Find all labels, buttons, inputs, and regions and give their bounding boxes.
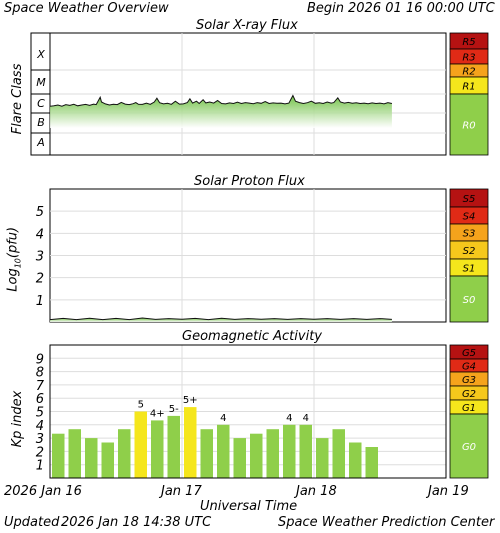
credit: Space Weather Prediction Center (278, 515, 495, 530)
kp-bar-label-8: 5+ (183, 395, 198, 406)
kp-bar-9 (200, 429, 213, 478)
kp-bar-11 (233, 438, 246, 478)
kp-bar-label-6: 4+ (150, 408, 165, 419)
kp-scale-label-g1: G1 (462, 403, 476, 414)
proton-scale-s0 (449, 275, 489, 323)
kp-ytick-4: 4 (36, 419, 44, 434)
kp-bar-2 (85, 438, 98, 478)
kp-frame-outline (49, 344, 447, 479)
kp-scale-label-g2: G2 (462, 389, 476, 400)
proton-scale-label-s3: S3 (463, 229, 476, 240)
kp-ytick-2: 2 (36, 445, 44, 460)
xray-class-label-m: M (36, 76, 46, 89)
kp-bar-18 (349, 442, 362, 478)
kp-bar-14 (283, 424, 296, 478)
kp-ytick-8: 8 (36, 366, 44, 381)
kp-bar-5 (134, 411, 147, 478)
kp-bar-17 (332, 429, 345, 478)
xray-scale-label-r2: R2 (462, 67, 475, 78)
kp-bar-label-5: 5 (138, 400, 144, 411)
kp-scale-label-g5: G5 (462, 348, 476, 359)
proton-scale-label-s2: S2 (463, 246, 476, 257)
proton-ytick-3: 3 (36, 250, 44, 265)
proton-ytick-4: 4 (36, 227, 44, 242)
xray-flux-area (50, 95, 392, 128)
proton-scale-label-s5: S5 (463, 194, 476, 205)
kp-bar-6 (151, 420, 164, 478)
page-title: Space Weather Overview (4, 1, 169, 16)
updated-label: Updated (4, 515, 60, 530)
kp-bar-15 (299, 424, 312, 478)
xray-class-label-a: A (36, 136, 45, 149)
kp-scale-g0 (449, 413, 489, 479)
xray-scale-label-r5: R5 (462, 37, 475, 48)
kp-bar-1 (68, 429, 81, 478)
kp-bar-7 (167, 415, 180, 478)
xray-scale-label-r3: R3 (462, 53, 475, 64)
time-tick-0: 2026 Jan 16 (4, 484, 82, 499)
proton-scale-label-s0: S0 (463, 295, 476, 306)
proton-ytick-5: 5 (36, 205, 44, 220)
kp-ytick-6: 6 (36, 392, 44, 407)
time-axis-label: Universal Time (200, 499, 298, 514)
kp-ytick-3: 3 (36, 432, 44, 447)
kp-bar-19 (365, 447, 378, 478)
kp-bar-3 (101, 442, 114, 478)
kp-bar-10 (217, 424, 230, 478)
kp-bar-0 (52, 433, 65, 478)
time-tick-1: Jan 17 (161, 484, 202, 499)
xray-class-label-c: C (37, 97, 45, 110)
xray-scale-r0 (449, 93, 489, 156)
updated-value: 2026 Jan 18 14:38 UTC (61, 515, 212, 530)
kp-bar-label-15: 4 (303, 413, 309, 424)
kp-ytick-1: 1 (36, 459, 44, 474)
kp-scale-label-g0: G0 (462, 442, 476, 453)
kp-bar-label-10: 4 (220, 413, 226, 424)
geomag-title: Geomagnetic Activity (182, 329, 322, 344)
proton-ytick-1: 1 (36, 294, 44, 309)
xray-class-label-x: X (36, 48, 45, 61)
proton-title: Solar Proton Flux (194, 174, 305, 189)
time-tick-3: Jan 19 (428, 484, 469, 499)
kp-bar-12 (250, 433, 263, 478)
kp-bar-8 (184, 407, 197, 478)
proton-scale-label-s1: S1 (463, 264, 476, 275)
begin-label: Begin (307, 1, 345, 16)
kp-bar-4 (118, 429, 131, 478)
kp-bar-label-14: 4 (286, 413, 292, 424)
xray-scale-label-r0: R0 (462, 121, 475, 132)
time-tick-2: Jan 18 (296, 484, 337, 499)
begin-value: 2026 01 16 00:00 UTC (348, 1, 495, 16)
proton-flux-line (49, 317, 392, 321)
proton-scale-label-s4: S4 (463, 212, 476, 223)
kp-ytick-5: 5 (36, 406, 44, 421)
xray-flux-line (49, 94, 393, 107)
kp-bar-label-7: 5- (169, 404, 179, 415)
kp-ytick-7: 7 (36, 379, 45, 394)
kp-ytick-9: 9 (36, 352, 44, 367)
xray-class-label-b: B (37, 116, 45, 129)
kp-bar-13 (266, 429, 279, 478)
kp-scale-label-g4: G4 (462, 362, 476, 373)
kp-scale-label-g3: G3 (462, 375, 476, 386)
xray-title: Solar X-ray Flux (196, 18, 298, 33)
xray-scale-label-r1: R1 (462, 82, 475, 93)
kp-bar-16 (316, 438, 329, 478)
proton-ytick-2: 2 (36, 272, 44, 287)
